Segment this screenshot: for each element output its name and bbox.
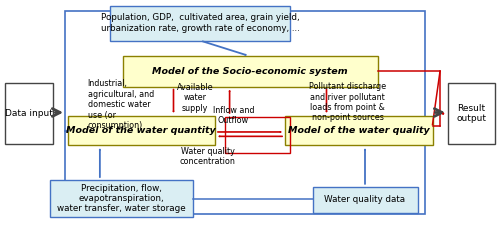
- Text: Data input: Data input: [5, 109, 52, 118]
- FancyBboxPatch shape: [122, 56, 378, 87]
- Text: Water quality data: Water quality data: [324, 195, 406, 204]
- Text: Precipitation, flow,
evapotranspiration,
water transfer, water storage: Precipitation, flow, evapotranspiration,…: [57, 184, 186, 214]
- FancyBboxPatch shape: [5, 83, 52, 144]
- Text: Model of the Socio-economic system: Model of the Socio-economic system: [152, 67, 348, 76]
- Text: Available
water
supply: Available water supply: [176, 83, 214, 113]
- Text: Pollutant discharge
and river pollutant
loads from point &
non-point sources: Pollutant discharge and river pollutant …: [309, 82, 386, 122]
- Text: Population, GDP,  cultivated area, grain yield,
urbanization rate, growth rate o: Population, GDP, cultivated area, grain …: [100, 13, 300, 33]
- FancyBboxPatch shape: [110, 6, 290, 40]
- FancyBboxPatch shape: [50, 180, 193, 217]
- FancyBboxPatch shape: [312, 187, 418, 213]
- Text: Inflow and
Outflow: Inflow and Outflow: [213, 106, 254, 125]
- Text: Water quality
concentration: Water quality concentration: [180, 147, 236, 166]
- FancyBboxPatch shape: [285, 116, 432, 145]
- Text: Model of the water quality: Model of the water quality: [288, 126, 430, 135]
- FancyBboxPatch shape: [68, 116, 215, 145]
- Text: Model of the water quantity: Model of the water quantity: [66, 126, 216, 135]
- FancyBboxPatch shape: [448, 83, 495, 144]
- Text: Industrial,
agricultural, and
domestic water
use (or
consumption): Industrial, agricultural, and domestic w…: [88, 79, 154, 130]
- Text: Result
output: Result output: [456, 104, 486, 123]
